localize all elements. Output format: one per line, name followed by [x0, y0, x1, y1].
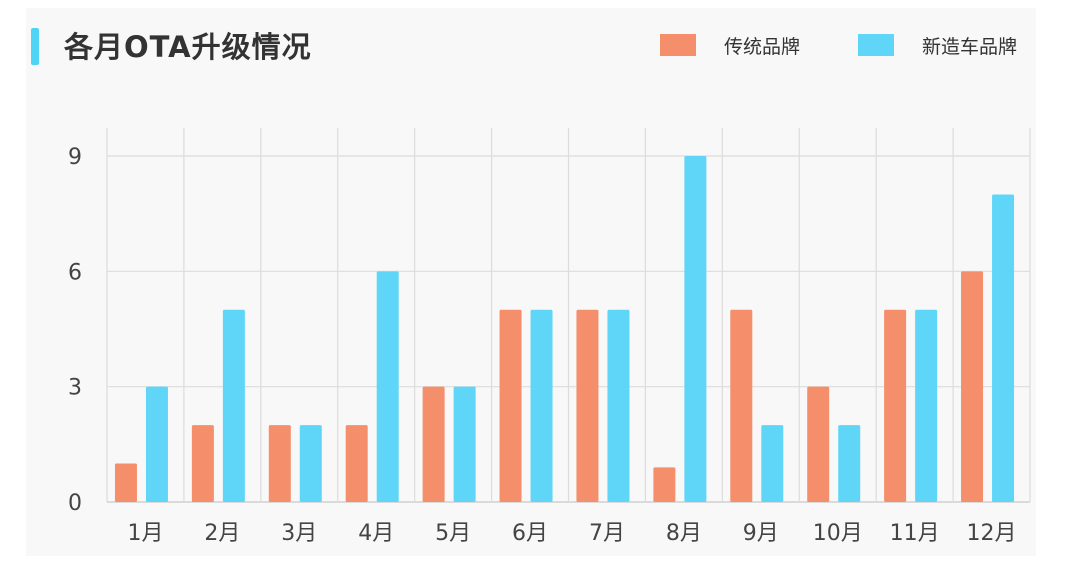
- x-tick-label: 7月: [589, 521, 625, 546]
- legend-swatch-new-brand: [858, 34, 894, 56]
- bar-new-brand: [684, 156, 707, 502]
- legend-label-new-brand: 新造车品牌: [922, 35, 1018, 58]
- legend-label-traditional: 传统品牌: [724, 35, 801, 58]
- y-tick-label: 0: [68, 491, 82, 516]
- legend-item-traditional: 传统品牌: [660, 30, 800, 60]
- bar-traditional: [499, 309, 522, 502]
- bar-traditional: [653, 467, 676, 502]
- y-tick-label: 9: [68, 145, 82, 170]
- bar-new-brand: [530, 309, 553, 502]
- x-tick-label: 10月: [813, 521, 863, 546]
- x-tick-label: 6月: [512, 521, 548, 546]
- legend-item-new-brand: 新造车品牌: [858, 30, 1017, 60]
- bar-traditional: [345, 425, 368, 502]
- bar-new-brand: [145, 386, 168, 502]
- x-tick-label: 3月: [281, 521, 317, 546]
- bar-traditional: [268, 425, 291, 502]
- chart-title: 各月OTA升级情况: [64, 30, 312, 64]
- bar-new-brand: [992, 194, 1015, 502]
- bar-new-brand: [761, 425, 784, 502]
- bar-new-brand: [299, 425, 322, 502]
- x-tick-label: 2月: [204, 521, 240, 546]
- x-tick-label: 8月: [666, 521, 702, 546]
- y-tick-label: 3: [68, 376, 82, 401]
- legend-swatch-traditional: [660, 34, 696, 56]
- bar-traditional: [730, 309, 753, 502]
- bar-traditional: [884, 309, 907, 502]
- bar-traditional: [961, 271, 984, 502]
- bar-traditional: [422, 386, 445, 502]
- bar-traditional: [114, 463, 137, 502]
- x-tick-label: 4月: [358, 521, 394, 546]
- bar-traditional: [191, 425, 214, 502]
- bar-new-brand: [222, 309, 245, 502]
- title-accent-bar: [31, 28, 39, 65]
- bar-new-brand: [453, 386, 476, 502]
- x-tick-label: 1月: [127, 521, 163, 546]
- x-tick-label: 5月: [435, 521, 471, 546]
- y-tick-label: 6: [68, 260, 82, 285]
- bar-traditional: [807, 386, 830, 502]
- bar-new-brand: [915, 309, 938, 502]
- bar-new-brand: [607, 309, 630, 502]
- x-tick-label: 9月: [743, 521, 779, 546]
- bar-traditional: [576, 309, 599, 502]
- bar-new-brand: [376, 271, 399, 502]
- x-tick-label: 12月: [967, 521, 1017, 546]
- bar-new-brand: [838, 425, 861, 502]
- x-tick-label: 11月: [890, 521, 940, 546]
